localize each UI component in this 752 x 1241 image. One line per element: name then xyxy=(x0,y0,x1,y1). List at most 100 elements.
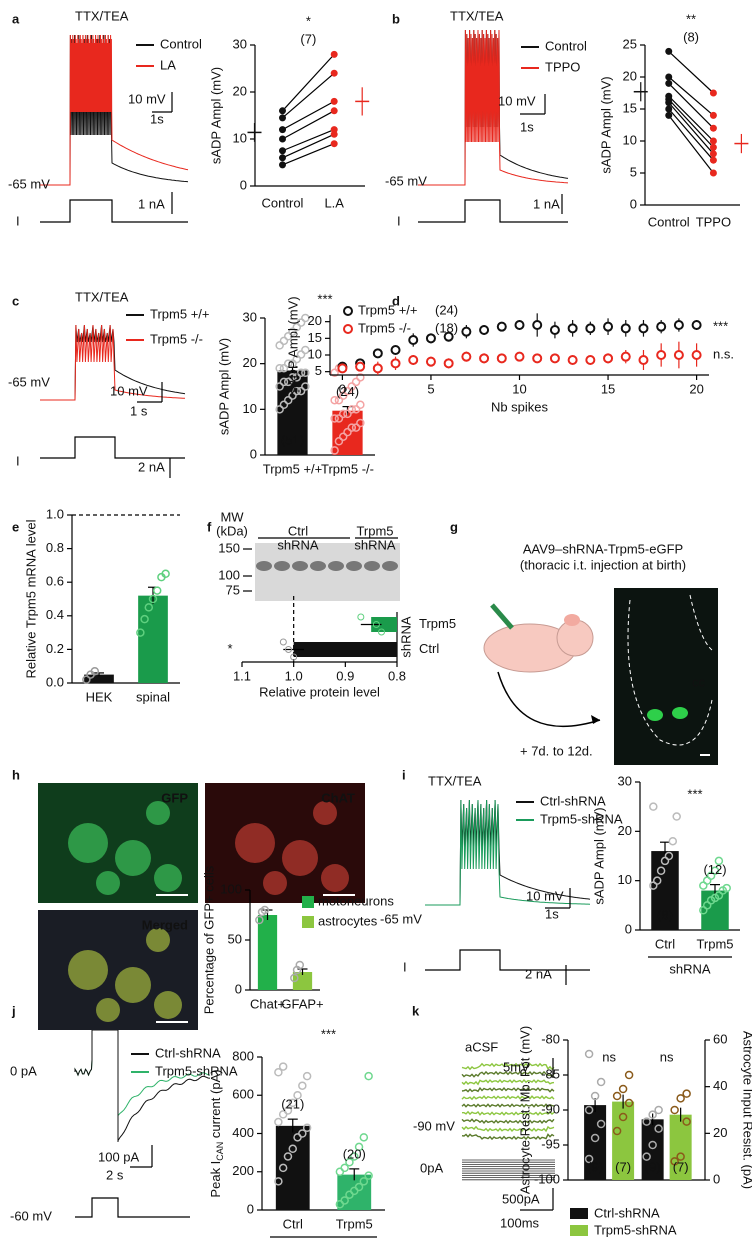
label-part: Peak I xyxy=(208,1161,223,1198)
scale-label: 5mV xyxy=(503,1059,530,1074)
y-tick-label: 10 xyxy=(233,130,247,145)
bar xyxy=(612,1101,635,1180)
legend-label: Trpm5-shRNA xyxy=(155,1063,238,1078)
point xyxy=(330,97,338,105)
panel-label: i xyxy=(402,767,406,782)
scale-label: 1s xyxy=(150,111,164,126)
point xyxy=(337,363,348,374)
point xyxy=(665,92,673,100)
count-label: (24) xyxy=(336,384,359,399)
point xyxy=(285,646,292,653)
pup-ear xyxy=(564,614,580,626)
panel-label: e xyxy=(12,519,19,534)
panel-label: j xyxy=(11,1003,16,1018)
y-tick-label: -95 xyxy=(541,1136,560,1151)
legend-label: TPPO xyxy=(545,59,580,74)
point xyxy=(340,1196,349,1205)
blot-header: Ctrl xyxy=(288,523,308,538)
point xyxy=(672,812,681,821)
annotation: *** xyxy=(687,786,702,801)
y-tick-label: 600 xyxy=(232,1087,254,1102)
point xyxy=(514,320,525,330)
point xyxy=(355,361,366,372)
y-tick-label: 5 xyxy=(630,164,637,179)
point xyxy=(612,1126,622,1136)
point xyxy=(343,386,352,396)
point xyxy=(343,427,352,437)
point xyxy=(590,1133,600,1143)
y-tick-label: 0.2 xyxy=(46,641,64,656)
annotation: *** xyxy=(317,291,332,306)
trace xyxy=(40,324,186,401)
point xyxy=(596,1119,606,1129)
point xyxy=(292,354,302,364)
y-tick-label: 50 xyxy=(228,931,242,946)
trace xyxy=(461,1118,555,1124)
point xyxy=(642,1152,651,1161)
cell xyxy=(154,864,182,892)
point xyxy=(301,368,310,378)
count-label: (20) xyxy=(343,1146,366,1161)
blot-band xyxy=(364,561,380,571)
trace xyxy=(74,1029,211,1142)
point xyxy=(624,1098,634,1108)
legend-label: motoneurons xyxy=(318,893,394,908)
point xyxy=(549,325,560,335)
point xyxy=(82,675,91,684)
point xyxy=(283,1152,293,1161)
blot-header: shRNA xyxy=(354,537,396,552)
point xyxy=(372,363,383,374)
blot-band xyxy=(256,561,272,571)
trace xyxy=(425,949,590,971)
point xyxy=(347,405,357,414)
point xyxy=(425,356,436,367)
point xyxy=(652,876,662,885)
trace-title: TTX/TEA xyxy=(75,289,129,304)
mw-value: 75 xyxy=(226,582,240,597)
legend-label: LA xyxy=(160,57,176,72)
y-tick-label: 20 xyxy=(308,313,322,328)
point xyxy=(584,1154,594,1164)
point xyxy=(288,391,297,400)
point xyxy=(330,50,338,58)
point xyxy=(283,359,293,368)
x-tick-label: Control xyxy=(648,214,690,229)
x-axis-label: Nb spikes xyxy=(491,399,549,414)
x-tick-label: 10 xyxy=(512,381,526,396)
y-axis-label: sADP Ampl (mV) xyxy=(216,338,231,435)
pair-line xyxy=(282,133,335,159)
x-tick-label: Ctrl xyxy=(283,1216,303,1231)
blot-band xyxy=(292,561,308,571)
point xyxy=(682,1117,691,1126)
y-axis-label: sADP Ampl (mV) xyxy=(285,296,300,393)
point xyxy=(612,1091,622,1101)
y-tick-label: 0.0 xyxy=(46,674,64,689)
scale-label: 10 mV xyxy=(128,91,166,106)
scale-label: 1s xyxy=(545,906,559,921)
x-tick-label: TPPO xyxy=(696,214,731,229)
point xyxy=(338,432,348,441)
annotation: * xyxy=(227,641,232,656)
point xyxy=(425,333,436,344)
mw-label: (kDa) xyxy=(216,523,248,538)
point xyxy=(372,348,383,359)
point xyxy=(283,377,293,387)
y-tick-label: 0 xyxy=(630,196,637,211)
point xyxy=(279,154,286,162)
point xyxy=(567,355,578,365)
point xyxy=(148,594,158,604)
point xyxy=(638,323,649,334)
point xyxy=(334,395,344,405)
point xyxy=(330,414,339,423)
point xyxy=(656,350,667,360)
pair-line xyxy=(282,129,335,152)
bar xyxy=(84,674,114,683)
step-label: -60 mV xyxy=(10,1208,52,1223)
point xyxy=(260,905,270,915)
point xyxy=(654,1105,663,1115)
y-tick-label: -100 xyxy=(534,1171,560,1186)
point xyxy=(296,318,306,327)
y-tick-label: 10 xyxy=(243,401,257,416)
legend-marker xyxy=(343,324,353,334)
pair-line xyxy=(668,102,714,155)
